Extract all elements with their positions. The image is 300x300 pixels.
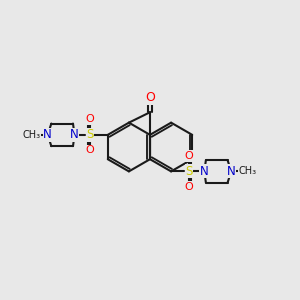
Text: S: S	[86, 128, 94, 141]
Text: O: O	[184, 151, 193, 161]
Text: N: N	[200, 165, 209, 178]
Text: CH₃: CH₃	[238, 167, 256, 176]
Text: N: N	[227, 165, 236, 178]
Text: S: S	[185, 165, 193, 178]
Text: O: O	[145, 91, 155, 104]
Text: N: N	[44, 128, 52, 141]
Text: O: O	[85, 114, 94, 124]
Text: O: O	[184, 182, 193, 192]
Text: O: O	[85, 145, 94, 155]
Text: N: N	[70, 128, 79, 141]
Text: CH₃: CH₃	[22, 130, 40, 140]
